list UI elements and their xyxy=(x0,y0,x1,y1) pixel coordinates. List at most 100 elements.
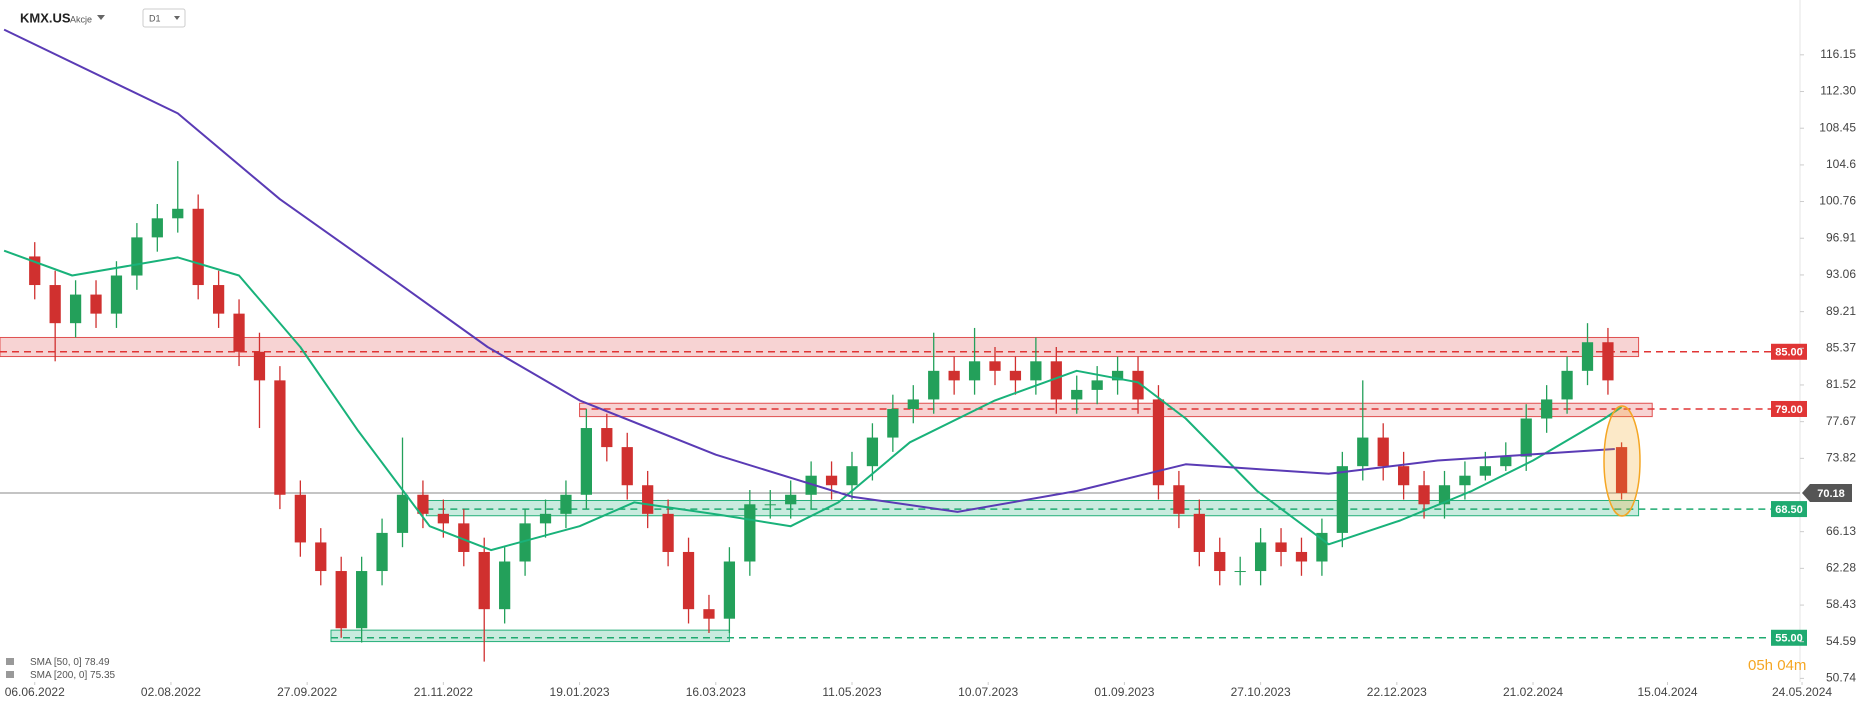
candle-body xyxy=(212,285,225,314)
y-tick-label: 89.21 xyxy=(1826,304,1856,318)
candle-body xyxy=(253,351,266,381)
candle-body xyxy=(539,513,552,524)
candle-body xyxy=(499,561,511,610)
candle-body xyxy=(315,542,327,572)
candle-body xyxy=(376,532,388,572)
legend-value: 78.49 xyxy=(84,657,109,668)
x-tick-label: 27.10.2023 xyxy=(1231,685,1291,699)
symbol: KMX.US xyxy=(20,10,71,25)
y-tick-label: 73.82 xyxy=(1826,451,1856,465)
candle-body xyxy=(703,609,715,619)
candle-body xyxy=(601,428,613,448)
candle-body xyxy=(172,208,184,219)
y-tick-label: 50.74 xyxy=(1826,671,1856,685)
y-tick-label: 100.76 xyxy=(1819,194,1856,208)
level-label: 55.00 xyxy=(1775,633,1803,645)
candle-body xyxy=(723,561,736,619)
candle-body xyxy=(785,494,797,505)
y-tick-label: 108.45 xyxy=(1819,120,1856,134)
candle-body xyxy=(989,361,1001,371)
legend-value: 75.35 xyxy=(90,670,115,681)
x-tick-label: 10.07.2023 xyxy=(958,685,1018,699)
level-label-box xyxy=(1771,501,1807,518)
y-tick-label: 58.43 xyxy=(1826,597,1856,611)
candle-body xyxy=(478,551,490,610)
candle-body xyxy=(1173,485,1185,514)
x-tick-label: 21.02.2024 xyxy=(1503,685,1563,699)
candle-body xyxy=(110,275,123,314)
level-label: 79.00 xyxy=(1775,404,1803,416)
candle-body xyxy=(1111,370,1124,381)
interval: D1 xyxy=(149,13,161,23)
candle-body xyxy=(519,523,531,562)
dropdown-arrow[interactable] xyxy=(97,15,105,20)
y-tick-label: 104.6 xyxy=(1826,157,1856,171)
candle-body xyxy=(846,466,858,486)
candle-body xyxy=(1398,466,1410,486)
candle-body xyxy=(151,218,163,238)
candle-body xyxy=(825,475,838,486)
candle-body xyxy=(1602,342,1614,381)
candle-body xyxy=(49,285,61,324)
candle-body xyxy=(1295,551,1308,562)
y-tick-label: 66.13 xyxy=(1826,524,1856,538)
candle-body xyxy=(560,494,572,514)
candle-body xyxy=(1254,542,1267,572)
y-tick-label: 85.37 xyxy=(1826,340,1856,354)
candle-body xyxy=(458,523,470,552)
candle-body xyxy=(948,370,960,381)
candle-body xyxy=(335,571,347,629)
candle-body xyxy=(1377,437,1389,467)
candle-body xyxy=(764,504,776,506)
y-tick-label: 81.52 xyxy=(1826,377,1856,391)
zone xyxy=(330,629,730,643)
legend-name: SMA [200, 0] xyxy=(30,670,87,681)
x-tick-label: 06.06.2022 xyxy=(5,685,65,699)
candle-body xyxy=(294,494,306,543)
candle-body xyxy=(662,513,674,552)
candle-body xyxy=(1541,399,1553,419)
last-price-box xyxy=(1802,484,1852,503)
x-tick-label: 16.03.2023 xyxy=(686,685,746,699)
candle-body xyxy=(1316,532,1328,562)
candle-body xyxy=(805,475,817,495)
candle-body xyxy=(1234,571,1246,573)
candle-body xyxy=(233,313,245,352)
level-label: 85.00 xyxy=(1775,347,1803,359)
candle-body xyxy=(274,380,286,495)
candle-body xyxy=(1214,551,1226,572)
candle-body xyxy=(192,208,204,286)
candle-body xyxy=(968,361,981,381)
candle-body xyxy=(1500,456,1512,467)
candle-body xyxy=(1132,370,1144,400)
candle-body xyxy=(1357,437,1369,467)
candle-timer: 05h 04m xyxy=(1748,657,1806,674)
candle-body xyxy=(1459,475,1471,486)
candle-body xyxy=(1071,389,1083,400)
y-tick-label: 54.59 xyxy=(1826,634,1856,648)
candle-body xyxy=(1418,485,1430,505)
legend-entry: SMA [50, 0] 78.49 xyxy=(30,657,110,668)
legend-icon xyxy=(6,658,14,665)
last-price-label: 70.18 xyxy=(1817,488,1845,500)
x-tick-label: 27.09.2022 xyxy=(277,685,337,699)
candle-body xyxy=(907,399,919,409)
x-tick-label: 02.08.2022 xyxy=(141,685,201,699)
level-label-box xyxy=(1771,343,1807,360)
candle-body xyxy=(1615,447,1628,494)
candle-body xyxy=(1479,466,1491,476)
candle-body xyxy=(1152,399,1165,486)
interval-select[interactable] xyxy=(142,8,186,28)
y-tick-label: 116.15 xyxy=(1820,47,1856,61)
candle-body xyxy=(1091,380,1103,390)
y-tick-label: 93.06 xyxy=(1826,267,1856,281)
candle-body xyxy=(1193,513,1205,552)
level-label-box xyxy=(1771,629,1807,646)
candle-body xyxy=(1009,370,1022,381)
legend-entry: SMA [200, 0] 75.35 xyxy=(30,670,116,681)
interval-arrow xyxy=(174,16,180,20)
y-tick-label: 77.67 xyxy=(1826,414,1856,428)
level-label: 68.50 xyxy=(1775,504,1803,516)
